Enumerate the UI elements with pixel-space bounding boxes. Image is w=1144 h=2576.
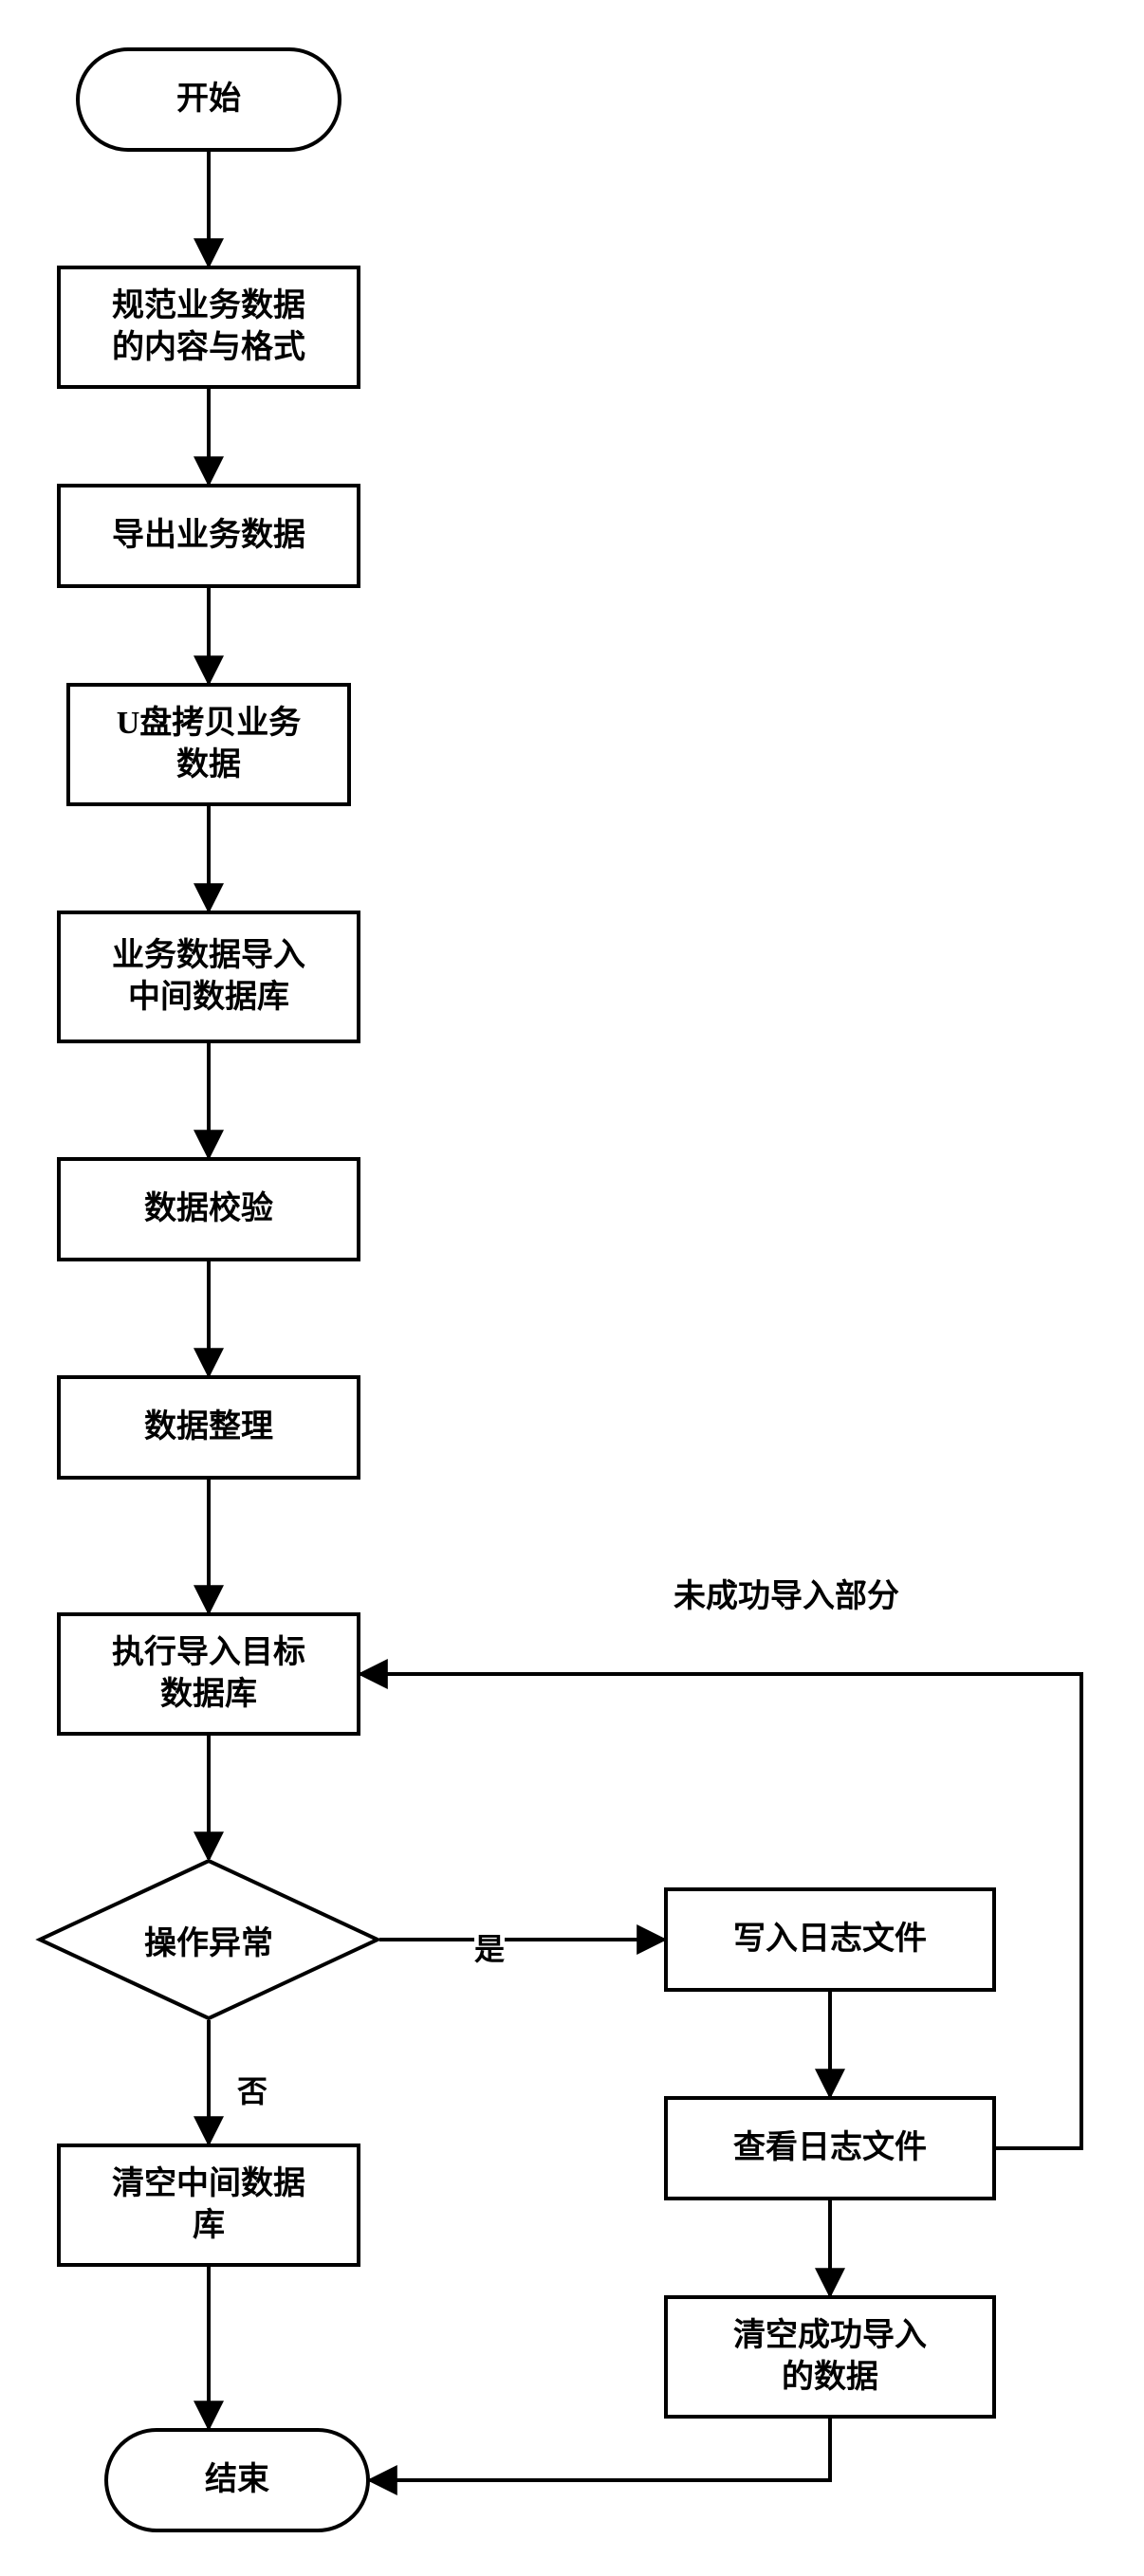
node-n8: 写入日志文件 xyxy=(664,1887,996,1992)
annotation: 未成功导入部分 xyxy=(673,1570,899,1616)
node-start: 开始 xyxy=(76,47,341,152)
edge-n11-end xyxy=(370,2419,830,2480)
node-dec: 操作异常 xyxy=(38,1859,379,2020)
node-n1: 规范业务数据 的内容与格式 xyxy=(57,266,360,389)
node-n6: 数据整理 xyxy=(57,1375,360,1480)
node-end: 结束 xyxy=(104,2428,370,2532)
node-n7: 执行导入目标 数据库 xyxy=(57,1612,360,1736)
node-n11: 清空成功导入 的数据 xyxy=(664,2295,996,2419)
edge-label-dec-n10: 否 xyxy=(237,2068,268,2111)
node-n5: 数据校验 xyxy=(57,1157,360,1261)
flowchart-canvas: 开始规范业务数据 的内容与格式导出业务数据 U盘拷贝业务 数据业务数据导入 中间数… xyxy=(0,0,1144,2576)
node-n4: 业务数据导入 中间数据库 xyxy=(57,911,360,1043)
node-n3: U盘拷贝业务 数据 xyxy=(66,683,351,806)
node-n9: 查看日志文件 xyxy=(664,2096,996,2200)
edge-label-dec-n8: 是 xyxy=(474,1925,505,1969)
node-label: 操作异常 xyxy=(38,1859,379,2020)
node-n10: 清空中间数据 库 xyxy=(57,2144,360,2267)
node-n2: 导出业务数据 xyxy=(57,484,360,588)
